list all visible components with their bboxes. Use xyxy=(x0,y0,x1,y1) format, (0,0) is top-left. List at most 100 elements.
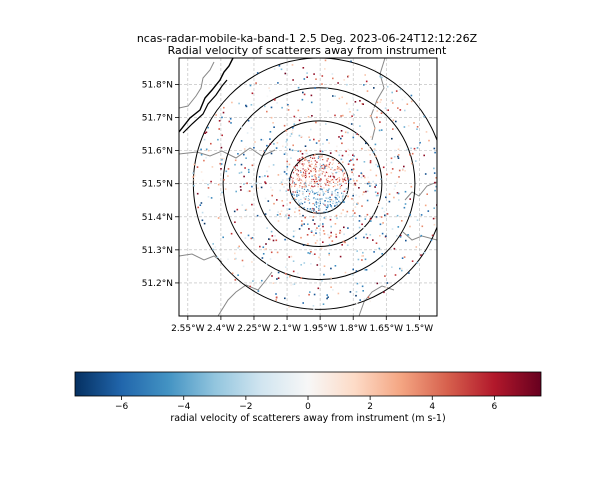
velocity-point xyxy=(255,82,257,84)
velocity-point xyxy=(202,179,204,182)
velocity-point xyxy=(247,119,250,122)
velocity-point xyxy=(269,143,272,145)
velocity-point xyxy=(404,96,406,99)
velocity-point xyxy=(374,186,376,188)
velocity-point xyxy=(317,186,319,188)
velocity-point xyxy=(329,152,332,154)
velocity-point xyxy=(338,97,341,100)
velocity-point xyxy=(320,179,322,181)
velocity-point xyxy=(256,214,259,217)
velocity-point xyxy=(308,228,310,230)
velocity-point xyxy=(372,180,374,183)
velocity-point xyxy=(238,172,241,174)
velocity-point xyxy=(271,189,274,191)
velocity-point xyxy=(330,267,332,270)
velocity-point xyxy=(300,201,302,203)
velocity-point xyxy=(243,153,245,156)
coastline-and-borders xyxy=(179,58,437,316)
velocity-point xyxy=(269,258,272,260)
velocity-point xyxy=(361,259,363,261)
velocity-point xyxy=(394,149,396,152)
x-tick-label: 2.1°W xyxy=(273,324,301,334)
velocity-point xyxy=(308,193,311,195)
velocity-point xyxy=(207,196,210,198)
colorbar-tick-label: −2 xyxy=(239,402,252,412)
velocity-point xyxy=(339,187,341,189)
velocity-point xyxy=(292,283,294,286)
velocity-point xyxy=(381,232,384,235)
velocity-point xyxy=(293,168,296,170)
velocity-point xyxy=(367,176,369,179)
velocity-point xyxy=(393,188,396,190)
velocity-point xyxy=(316,239,318,242)
velocity-point xyxy=(203,222,206,225)
chart-subtitle: Radial velocity of scatterers away from … xyxy=(168,44,447,57)
velocity-point xyxy=(339,232,341,234)
velocity-point xyxy=(298,209,301,212)
velocity-point xyxy=(342,161,344,163)
velocity-point xyxy=(314,87,316,89)
velocity-point xyxy=(347,175,350,177)
velocity-point xyxy=(329,162,331,164)
velocity-point xyxy=(315,202,317,204)
velocity-point xyxy=(332,208,334,210)
velocity-point xyxy=(410,185,413,188)
velocity-point xyxy=(373,270,376,272)
velocity-point xyxy=(351,198,353,200)
velocity-scatter-points xyxy=(192,58,437,311)
velocity-point xyxy=(328,254,330,256)
velocity-point xyxy=(398,169,401,172)
velocity-point xyxy=(342,199,344,201)
velocity-point xyxy=(313,203,315,205)
velocity-point xyxy=(305,149,308,152)
velocity-point xyxy=(398,176,400,178)
velocity-point xyxy=(391,266,393,268)
velocity-point xyxy=(336,198,338,200)
velocity-point xyxy=(319,180,321,182)
velocity-point xyxy=(326,207,328,209)
velocity-point xyxy=(297,159,299,162)
velocity-point xyxy=(358,134,361,137)
velocity-point xyxy=(356,90,359,93)
velocity-point xyxy=(327,166,330,168)
velocity-point xyxy=(416,128,418,130)
velocity-point xyxy=(238,102,240,105)
velocity-point xyxy=(270,106,273,109)
velocity-point xyxy=(205,131,208,134)
velocity-point xyxy=(310,251,312,253)
velocity-point xyxy=(308,164,310,166)
velocity-point xyxy=(300,264,302,266)
velocity-point xyxy=(296,188,298,190)
velocity-point xyxy=(343,79,345,81)
velocity-point xyxy=(331,172,333,174)
velocity-point xyxy=(383,210,386,213)
velocity-point xyxy=(212,243,214,245)
velocity-point xyxy=(307,252,309,254)
velocity-point xyxy=(267,175,269,178)
velocity-point xyxy=(362,191,365,193)
velocity-point xyxy=(293,283,296,285)
velocity-point xyxy=(334,204,336,207)
velocity-point xyxy=(321,187,323,189)
velocity-point xyxy=(288,256,291,258)
velocity-point xyxy=(275,296,278,299)
velocity-point xyxy=(337,166,339,168)
velocity-point xyxy=(292,180,294,182)
velocity-point xyxy=(334,196,336,198)
velocity-point xyxy=(265,248,267,250)
velocity-point xyxy=(314,204,316,206)
velocity-point xyxy=(356,250,358,252)
velocity-point xyxy=(328,165,330,167)
velocity-point xyxy=(316,166,318,168)
velocity-point xyxy=(298,199,300,201)
velocity-point xyxy=(416,219,419,221)
velocity-point xyxy=(364,218,367,220)
velocity-point xyxy=(332,169,334,171)
velocity-point xyxy=(311,163,313,165)
velocity-point xyxy=(424,204,427,207)
velocity-point xyxy=(390,172,393,174)
velocity-point xyxy=(335,236,338,238)
velocity-point xyxy=(320,178,322,180)
velocity-point xyxy=(247,234,250,237)
velocity-point xyxy=(361,205,363,207)
